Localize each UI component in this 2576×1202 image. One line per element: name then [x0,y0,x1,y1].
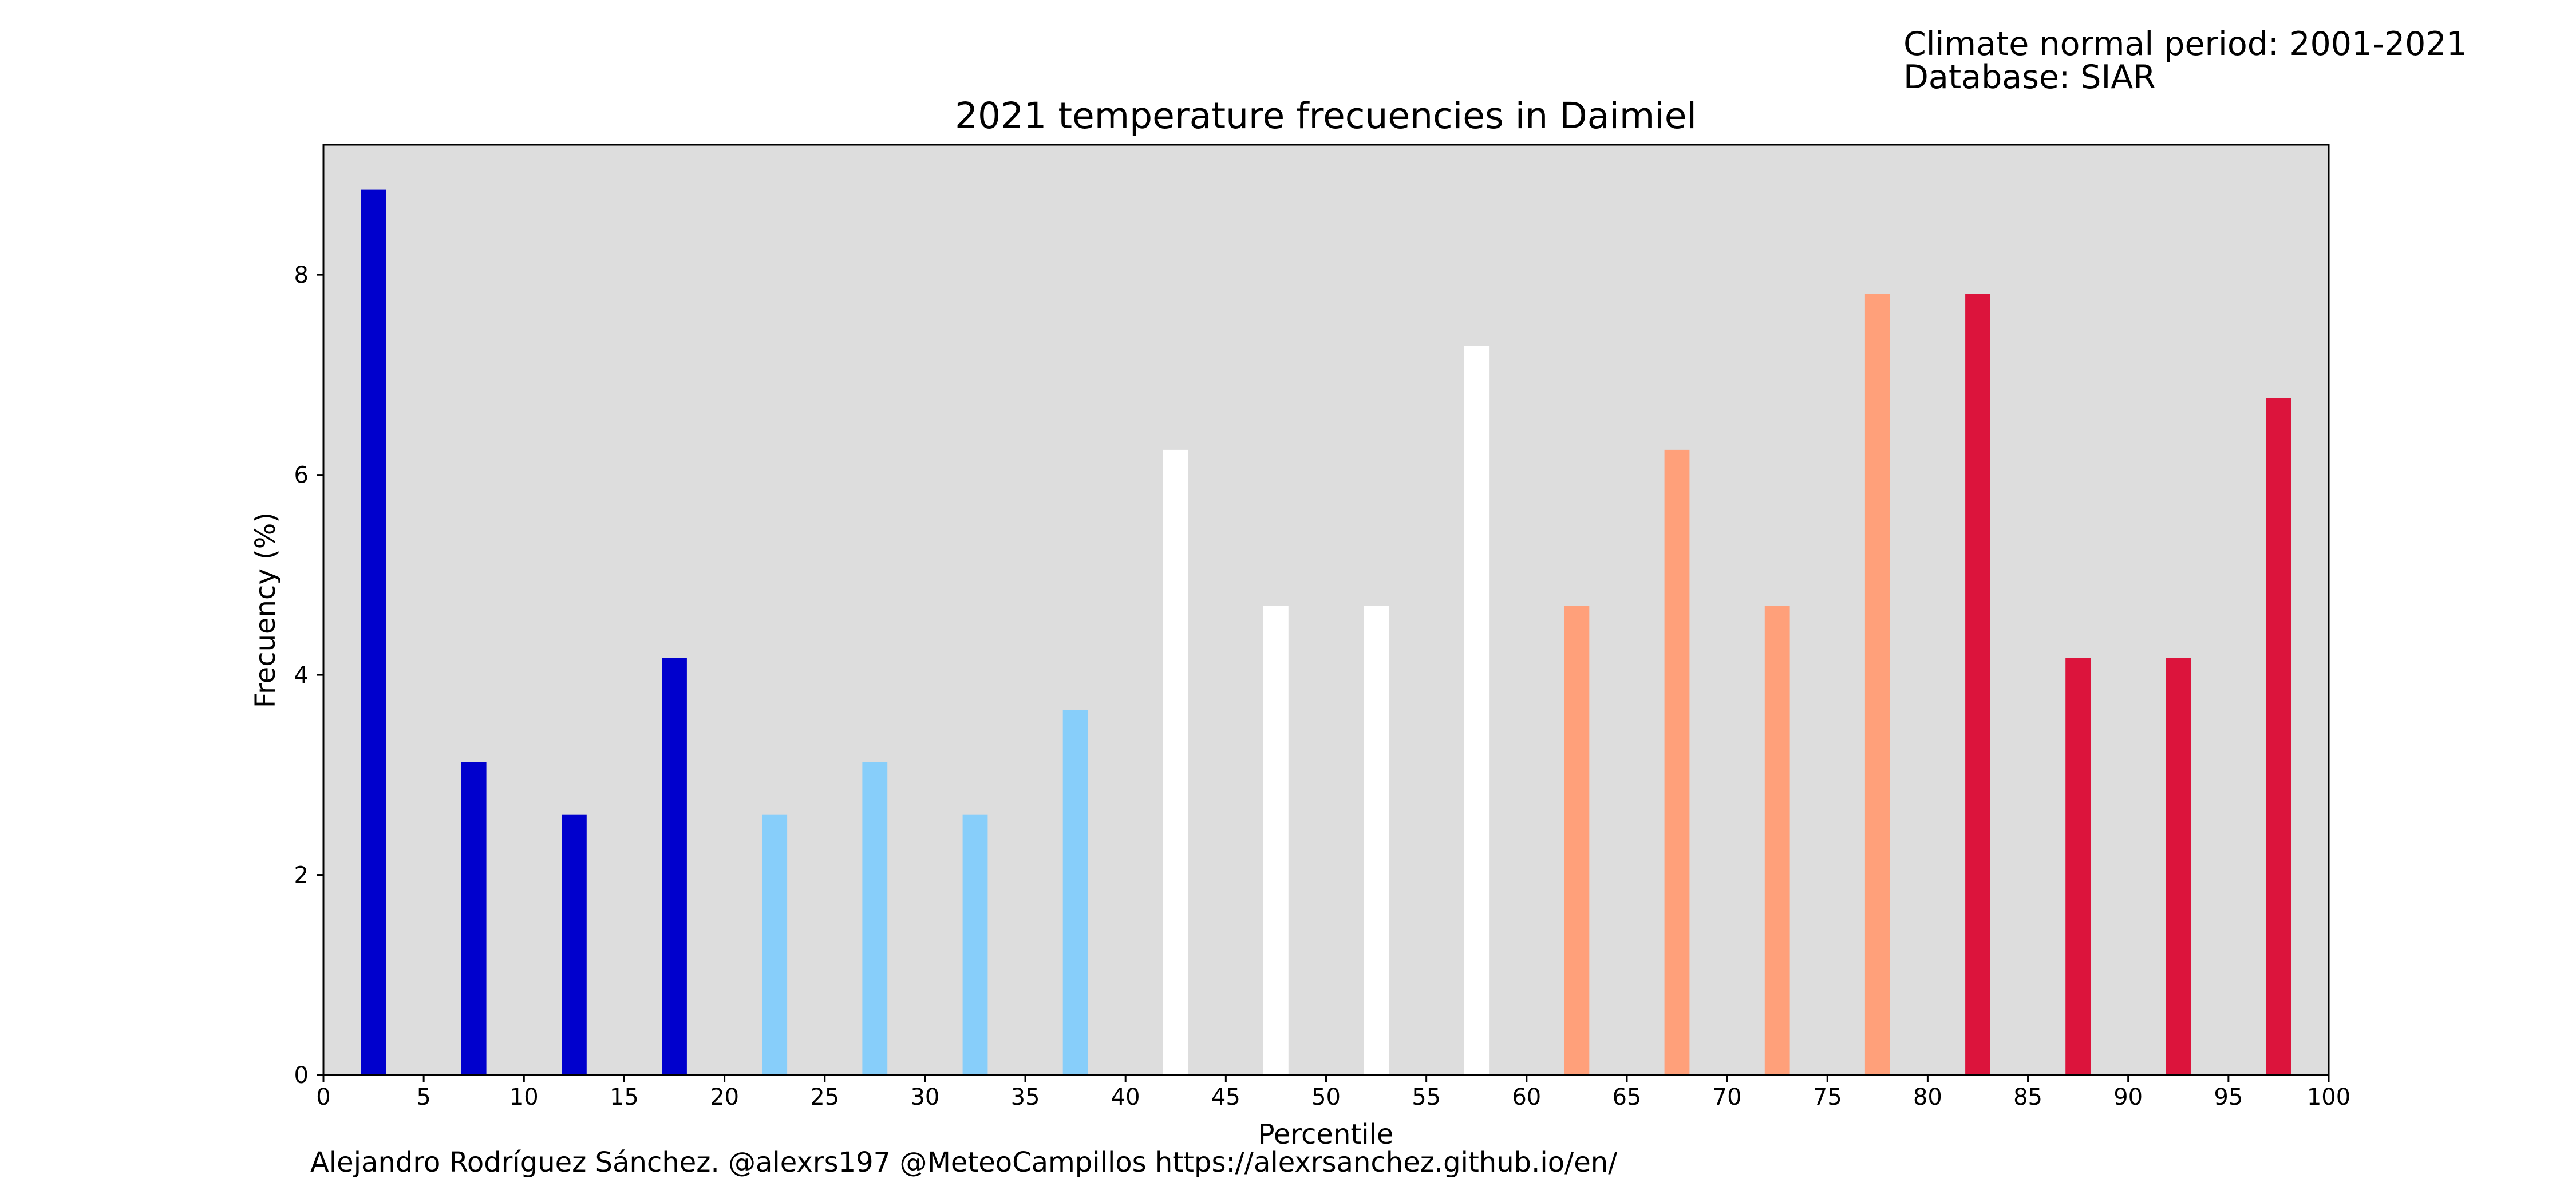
bar-percentile-87.5 [2065,658,2091,1075]
bar-percentile-67.5 [1664,449,1690,1075]
x-tick-label: 45 [1211,1084,1240,1110]
x-tick-label: 70 [1713,1084,1742,1110]
x-tick-label: 0 [316,1084,330,1110]
climate-period-info: Climate normal period: 2001-2021 [1903,25,2467,63]
y-tick-label: 0 [294,1062,309,1089]
x-tick-label: 25 [810,1084,839,1110]
x-tick-label: 50 [1311,1084,1341,1110]
y-tick-label: 4 [294,662,309,689]
x-tick-label: 5 [416,1084,430,1110]
x-tick-label: 30 [910,1084,939,1110]
x-tick-label: 65 [1612,1084,1641,1110]
bar-percentile-32.5 [962,814,988,1075]
x-tick-label: 15 [610,1084,639,1110]
y-tick-label: 2 [294,863,309,889]
x-tick-label: 40 [1111,1084,1140,1110]
bar-percentile-82.5 [1965,294,1990,1075]
bar-percentile-27.5 [862,762,888,1075]
bar-percentile-17.5 [662,658,687,1075]
x-tick-label: 55 [1412,1084,1441,1110]
y-tick-label: 6 [294,462,309,489]
bar-percentile-77.5 [1864,294,1890,1075]
bar-percentile-37.5 [1062,710,1088,1075]
x-tick-label: 10 [509,1084,539,1110]
bar-percentile-92.5 [2166,658,2191,1075]
x-tick-label: 60 [1512,1084,1541,1110]
bars-group [361,189,2291,1076]
bar-percentile-72.5 [1764,606,1790,1075]
bar-percentile-7.5 [461,762,487,1075]
x-tick-label: 95 [2214,1084,2243,1110]
y-axis-label: Frecuency (%) [250,512,282,708]
x-axis: 0 5 10 15 20 25 30 35 40 45 50 55 60 65 70 75 80 85 90 95 10… [316,1075,2350,1110]
bar-percentile-47.5 [1263,606,1289,1075]
x-tick-label: 85 [2013,1084,2042,1110]
x-tick-label: 90 [2113,1084,2143,1110]
x-tick-label: 75 [1813,1084,1842,1110]
bar-percentile-57.5 [1464,346,1490,1076]
bar-percentile-22.5 [762,814,788,1075]
x-axis-label: Percentile [1258,1118,1394,1150]
bar-percentile-62.5 [1564,606,1590,1075]
y-tick-label: 8 [294,262,309,288]
bar-percentile-42.5 [1163,449,1188,1075]
database-info: Database: SIAR [1903,58,2156,96]
x-tick-label: 80 [1913,1084,1942,1110]
y-axis: 0 2 4 6 8 [294,262,323,1089]
bar-percentile-12.5 [562,814,587,1075]
credit-line: Alejandro Rodríguez Sánchez. @alexrs197 … [310,1146,1618,1179]
x-tick-label: 35 [1011,1084,1040,1110]
bar-percentile-52.5 [1364,606,1389,1075]
x-tick-label: 20 [710,1084,739,1110]
x-tick-label: 100 [2307,1084,2350,1110]
bar-percentile-2.5 [361,189,386,1076]
bar-percentile-97.5 [2266,398,2291,1075]
plot-area [323,145,2329,1075]
chart-title: 2021 temperature frecuencies in Daimiel [955,95,1697,137]
